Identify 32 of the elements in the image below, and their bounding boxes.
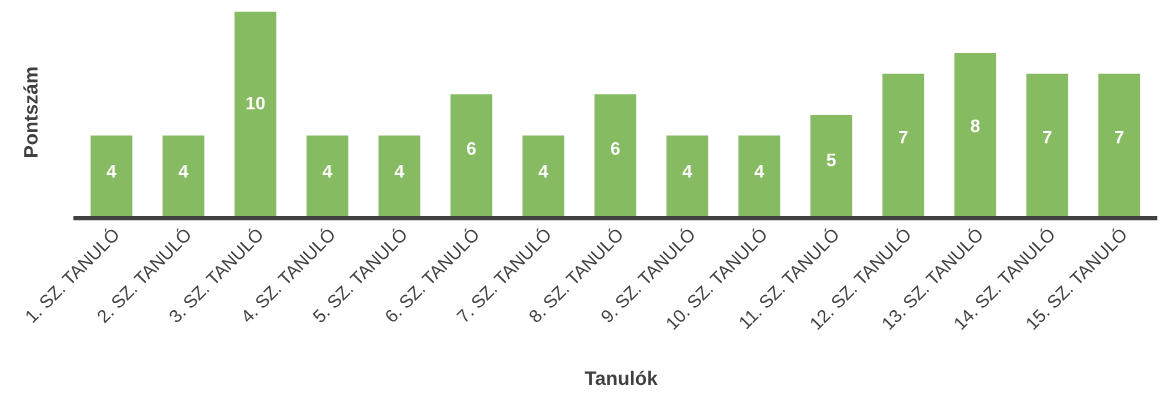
bar: [954, 53, 997, 219]
data-label: 10: [246, 96, 265, 110]
data-label: 5: [826, 153, 836, 167]
bar: [378, 135, 421, 219]
bar: [738, 135, 781, 219]
data-label: 4: [106, 165, 117, 178]
bar: [450, 94, 493, 219]
bar: [162, 135, 205, 219]
data-label: 4: [538, 165, 549, 178]
bar: [594, 94, 637, 219]
bar: [882, 73, 925, 219]
x-axis-title: Tanulók: [584, 370, 658, 386]
bar: [1098, 73, 1141, 219]
bar: [1026, 73, 1069, 219]
data-label: 4: [754, 165, 765, 178]
y-axis-title: Pontszám: [23, 67, 38, 157]
bar: [90, 135, 133, 219]
data-label: 7: [1042, 130, 1052, 144]
data-label: 8: [970, 119, 980, 133]
data-label: 4: [682, 165, 693, 178]
bar: [810, 114, 853, 219]
bar: [306, 135, 349, 219]
data-label: 7: [1114, 130, 1124, 144]
bar: [666, 135, 709, 219]
data-label: 6: [467, 142, 476, 155]
data-label: 4: [394, 165, 405, 178]
data-label: 7: [899, 130, 908, 144]
data-label: 6: [610, 142, 620, 155]
data-label: 4: [178, 165, 189, 178]
data-label: 4: [322, 165, 333, 178]
bar: [522, 135, 565, 219]
bar: [234, 11, 277, 219]
